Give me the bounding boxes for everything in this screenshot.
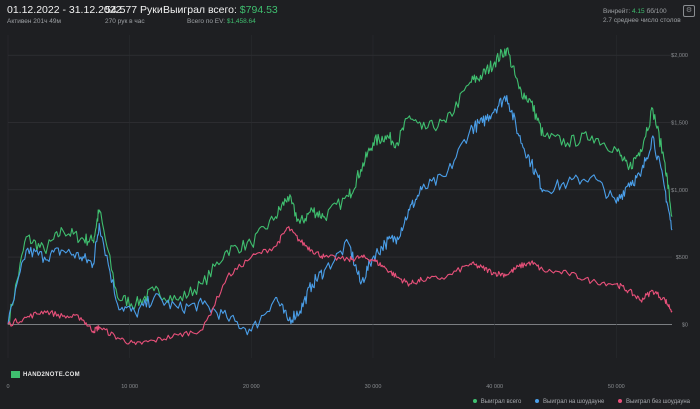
- ev-total: Всего по EV: $1,458.64: [163, 17, 278, 26]
- won-total: Выиграл всего: $794.53: [163, 4, 278, 17]
- legend-item-total[interactable]: Выиграл всего: [472, 399, 522, 405]
- winrate: Винрейт: 4.15 бб/100: [603, 7, 681, 16]
- hands-count: 54 577 Руки: [105, 4, 163, 16]
- ev-label: Всего по EV:: [187, 18, 226, 25]
- legend-dot-total: [472, 399, 477, 404]
- winrate-unit: бб/100: [646, 8, 667, 15]
- period-block: 01.12.2022 - 31.12.2022 Активен 201ч 49м: [7, 4, 121, 26]
- won-total-label: Выиграл всего:: [163, 4, 237, 16]
- header: 01.12.2022 - 31.12.2022 Активен 201ч 49м…: [0, 0, 700, 30]
- legend-item-nonshowdown[interactable]: Выиграл без шоудауна: [618, 399, 690, 405]
- legend-dot-showdown: [535, 399, 539, 404]
- y-tick-label: $1,500: [671, 120, 688, 126]
- y-tick-label: $0: [682, 322, 688, 328]
- ev-value: $1,458.64: [226, 18, 256, 25]
- x-tick-label: 20 000: [243, 384, 260, 390]
- legend-label-showdown: Выиграл на шоудауне: [543, 399, 605, 405]
- tables-avg: 2.7 среднее число столов: [603, 17, 681, 24]
- winrate-block: Винрейт: 4.15 бб/100 2.7 среднее число с…: [603, 7, 681, 25]
- legend-item-showdown[interactable]: Выиграл на шоудауне: [535, 399, 604, 405]
- brand-logo: HAND2NOTE.COM: [11, 371, 80, 378]
- x-tick-label: 30 000: [365, 384, 382, 390]
- logo-icon: [11, 371, 20, 378]
- gear-icon[interactable]: ⚙: [683, 5, 695, 17]
- brand-text: HAND2NOTE.COM: [23, 372, 80, 379]
- x-tick-label: 0: [6, 384, 9, 390]
- grid: [7, 35, 672, 358]
- series-line-total: [7, 47, 673, 325]
- won-total-value: $794.53: [239, 4, 278, 16]
- winrate-value: 4.15: [632, 8, 645, 15]
- legend-label-total: Выиграл всего: [480, 399, 522, 405]
- tick-labels: $0 $500 $1,000 $1,500 $2,000 0 10 000 20 000 30 …: [6, 53, 688, 390]
- x-tick-label: 40 000: [486, 384, 503, 390]
- winrate-label: Винрейт:: [603, 8, 631, 15]
- series-line-showdown: [7, 95, 673, 336]
- legend-label-nonshowdown: Выиграл без шоудауна: [626, 399, 690, 405]
- x-tick-label: 10 000: [121, 384, 138, 390]
- date-range[interactable]: 01.12.2022 - 31.12.2022: [7, 4, 122, 16]
- hands-block: 54 577 Руки 270 рук в час: [105, 4, 163, 26]
- series: [7, 47, 673, 346]
- won-block: Выиграл всего: $794.53 Всего по EV: $1,4…: [163, 4, 278, 26]
- y-tick-label: $1,000: [671, 188, 688, 194]
- y-tick-label: $2,000: [671, 53, 688, 59]
- y-tick-label: $500: [676, 255, 688, 261]
- x-tick-label: 50 000: [608, 384, 625, 390]
- hands-per-hour: 270 рук в час: [105, 18, 145, 25]
- legend-dot-nonshowdown: [618, 399, 622, 404]
- legend: Выиграл всего Выиграл на шоудауне Выигра…: [461, 399, 690, 405]
- active-time: Активен 201ч 49м: [7, 18, 61, 25]
- series-line-nonshowdown: [7, 226, 673, 346]
